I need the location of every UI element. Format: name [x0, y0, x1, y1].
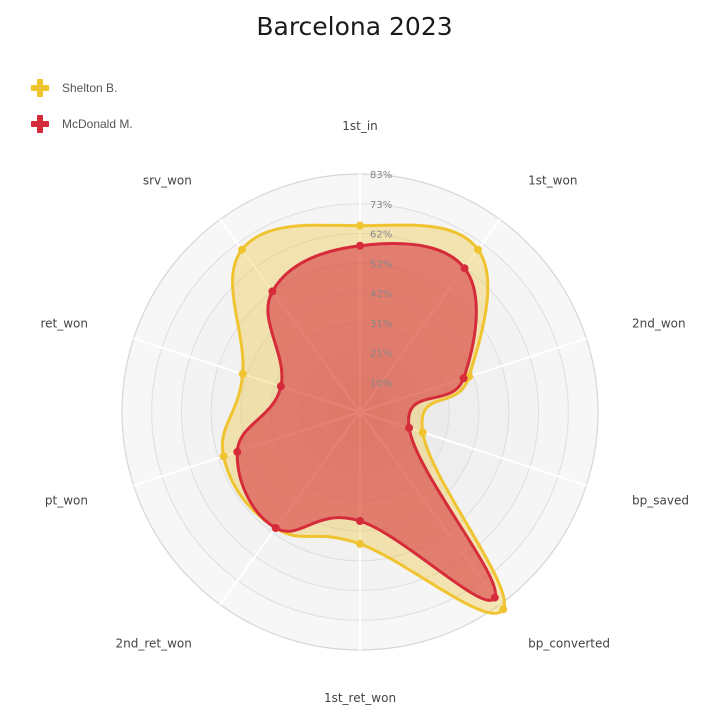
axis-label-ret_won: ret_won — [40, 317, 88, 331]
axis-label-2nd_won: 2nd_won — [632, 317, 686, 331]
data-point-ret_won — [276, 382, 285, 391]
tick-label: 42% — [370, 289, 392, 300]
data-point-srv_won — [238, 245, 246, 254]
tick-label: 52% — [370, 259, 392, 270]
axis-label-1st_won: 1st_won — [528, 174, 577, 188]
data-point-1st_ret_won — [356, 517, 364, 525]
data-point-bp_saved — [405, 423, 414, 432]
tick-label: 31% — [370, 319, 392, 330]
tick-label: 83% — [370, 170, 392, 181]
data-point-bp_converted — [490, 593, 499, 602]
data-point-srv_won — [268, 287, 277, 296]
axis-label-2nd_ret_won: 2nd_ret_won — [116, 636, 192, 650]
axis-label-srv_won: srv_won — [143, 174, 192, 188]
tick-labels: 10% 21% 31% 42% 52% 62% 73% 83% — [370, 170, 392, 389]
data-point-bp_saved — [418, 428, 427, 437]
legend-label: Shelton B. — [62, 81, 118, 95]
axis-labels: 1st_in 1st_won 2nd_won bp_saved bp_converted… — [40, 119, 688, 705]
data-point-1st_in — [356, 221, 364, 230]
tick-label: 62% — [370, 230, 392, 241]
data-point-1st_in — [356, 241, 364, 250]
axis-label-bp_converted: bp_converted — [528, 636, 610, 650]
series-layer — [219, 221, 508, 615]
legend-item-shelton[interactable]: Shelton B. — [30, 78, 133, 98]
data-point-1st_won — [460, 264, 469, 273]
data-point-2nd_ret_won — [271, 524, 280, 532]
data-point-bp_converted — [499, 605, 508, 614]
axis-label-pt_won: pt_won — [45, 493, 88, 507]
axis-label-bp_saved: bp_saved — [632, 493, 689, 507]
plus-icon — [30, 78, 50, 98]
tick-label: 21% — [370, 349, 392, 360]
legend-label: McDonald M. — [62, 117, 133, 131]
data-point-2nd_won — [459, 374, 468, 383]
chart-title: Barcelona 2023 — [256, 12, 453, 41]
plus-icon — [30, 114, 50, 134]
legend: Shelton B. McDonald M. — [30, 78, 133, 150]
data-point-ret_won — [238, 369, 247, 378]
data-point-pt_won — [219, 452, 228, 461]
data-point-pt_won — [233, 447, 242, 456]
tick-label: 73% — [370, 200, 392, 211]
legend-item-mcdonald[interactable]: McDonald M. — [30, 114, 133, 134]
axis-label-1st_ret_won: 1st_ret_won — [324, 691, 396, 705]
series-area-2 — [235, 241, 497, 602]
axis-label-1st_in: 1st_in — [342, 119, 378, 133]
tick-label: 10% — [370, 378, 392, 389]
data-point-1st_won — [474, 245, 482, 254]
data-point-1st_ret_won — [356, 539, 364, 548]
